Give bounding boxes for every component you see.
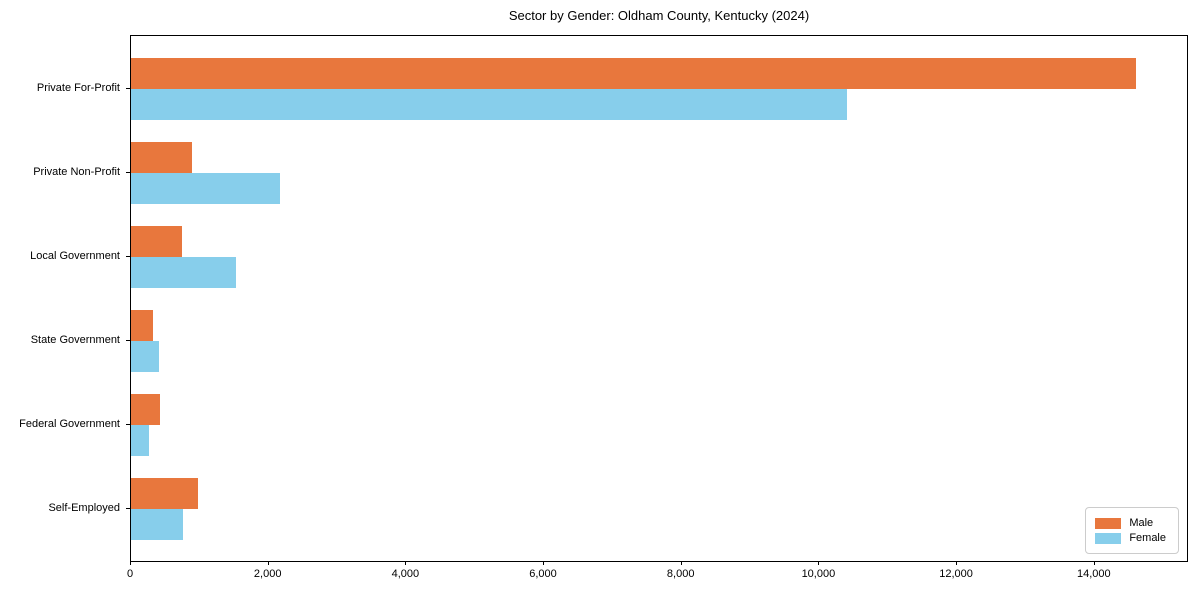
x-tick-mark: [130, 561, 131, 565]
legend-label: Male: [1129, 517, 1154, 529]
male-swatch-icon: [1095, 517, 1122, 529]
x-tick-mark: [267, 561, 269, 565]
x-tick-mark: [956, 561, 958, 565]
bar-male-private-non-profit: [131, 142, 193, 173]
bar-male-private-for-profit: [131, 58, 1137, 89]
bar-female-state-government: [131, 341, 159, 372]
x-tick-label: 10,000: [801, 568, 836, 580]
category-label: State Government: [30, 334, 120, 346]
x-tick-label: 8,000: [666, 568, 695, 580]
plot-area: Male Female: [130, 35, 1188, 562]
legend: Male Female: [1085, 507, 1179, 554]
y-tick-mark: [126, 172, 130, 173]
legend-label: Female: [1129, 532, 1166, 544]
bar-male-federal-government: [131, 394, 160, 425]
x-tick-label: 0: [126, 568, 134, 580]
chart-title: Sector by Gender: Oldham County, Kentuck…: [508, 8, 810, 23]
x-tick-label: 4,000: [391, 568, 420, 580]
category-label: Private Non-Profit: [33, 166, 120, 178]
y-tick-mark: [126, 424, 130, 425]
bar-male-state-government: [131, 310, 153, 341]
y-tick-mark: [126, 256, 130, 257]
bar-female-self-employed: [131, 509, 183, 540]
category-label: Self-Employed: [48, 502, 120, 514]
x-tick-label: 6,000: [529, 568, 557, 580]
bar-male-self-employed: [131, 478, 199, 509]
x-tick-mark: [818, 561, 820, 565]
y-tick-mark: [126, 508, 130, 509]
y-tick-mark: [126, 340, 130, 341]
x-tick-mark: [1093, 561, 1095, 565]
x-tick-mark: [543, 561, 544, 565]
y-tick-mark: [126, 88, 130, 89]
x-tick-label: 2,000: [253, 568, 282, 580]
category-label: Local Government: [30, 250, 120, 262]
bar-female-private-non-profit: [131, 173, 280, 204]
legend-entry-male: Male: [1095, 517, 1166, 529]
x-tick-mark: [405, 561, 407, 565]
legend-entry-female: Female: [1095, 532, 1166, 544]
bar-female-private-for-profit: [131, 89, 847, 120]
x-tick-label: 12,000: [939, 568, 973, 580]
category-label: Federal Government: [19, 418, 120, 430]
bar-male-local-government: [131, 226, 183, 257]
bar-female-local-government: [131, 257, 236, 288]
x-tick-mark: [680, 561, 682, 565]
x-tick-label: 14,000: [1076, 568, 1111, 580]
bar-female-federal-government: [131, 425, 149, 456]
category-label: Private For-Profit: [36, 82, 120, 94]
female-swatch-icon: [1095, 532, 1122, 544]
